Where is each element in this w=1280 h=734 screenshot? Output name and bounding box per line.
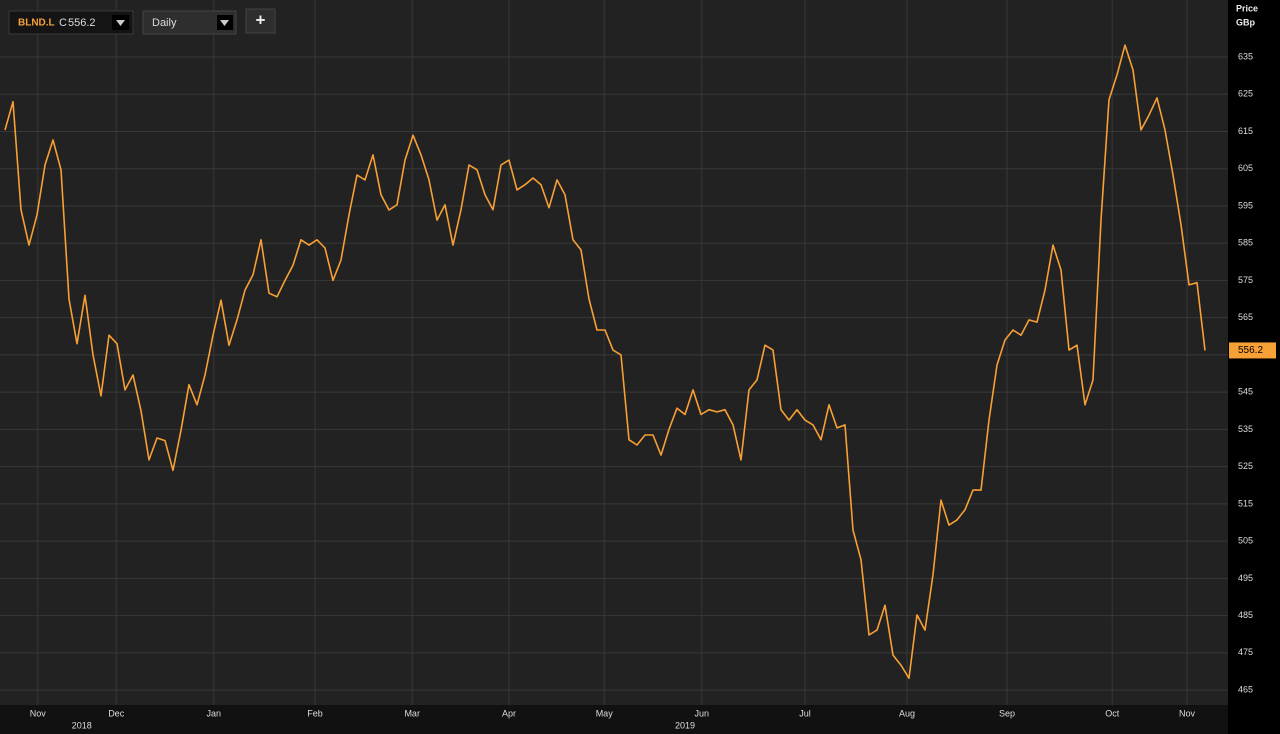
y-tick-label: 495 (1238, 573, 1253, 583)
x-tick-label: Dec (108, 708, 125, 718)
y-tick-label: 625 (1238, 89, 1253, 99)
x-tick-label: Nov (1179, 708, 1196, 718)
y-tick-label: 525 (1238, 461, 1253, 471)
y-tick-label: 595 (1238, 200, 1253, 210)
price-line (4, 44, 1206, 680)
add-button[interactable]: + (245, 8, 276, 34)
x-tick-label: Oct (1105, 708, 1120, 718)
interval: Daily (152, 17, 177, 29)
x-axis-strip (0, 705, 1228, 734)
year-label: 2019 (675, 720, 695, 730)
x-tick-label: Feb (307, 708, 323, 718)
plot-area (0, 0, 1228, 705)
y-axis-strip (1228, 0, 1280, 734)
y-tick-label: 535 (1238, 424, 1253, 434)
close-prefix: C (59, 17, 67, 29)
x-tick-label: Jan (207, 708, 222, 718)
y-tick-label: 615 (1238, 126, 1253, 136)
y-axis-unit: GBp (1236, 17, 1256, 27)
last-price-badge (1229, 342, 1276, 359)
y-tick-label: 485 (1238, 610, 1253, 620)
y-tick-label: 515 (1238, 498, 1253, 508)
y-tick-label: 475 (1238, 647, 1253, 657)
y-tick-label: 635 (1238, 51, 1253, 61)
add-icon: + (256, 10, 266, 29)
interval-dropdown[interactable]: Daily (142, 10, 237, 35)
x-tick-label: Jun (695, 708, 710, 718)
y-tick-label: 605 (1238, 163, 1253, 173)
x-tick-label: May (596, 708, 614, 718)
symbol-box[interactable]: BLND.L C 556.2 (8, 10, 134, 35)
x-tick-label: Mar (404, 708, 420, 718)
symbol: BLND.L (18, 18, 55, 29)
y-tick-label: 565 (1238, 312, 1253, 322)
x-tick-label: Nov (30, 708, 47, 718)
x-tick-label: Aug (899, 708, 915, 718)
y-tick-label: 545 (1238, 387, 1253, 397)
y-tick-label: 575 (1238, 275, 1253, 285)
y-tick-label: 505 (1238, 536, 1253, 546)
y-tick-label: 585 (1238, 238, 1253, 248)
x-tick-label: Sep (999, 708, 1015, 718)
close-price: 556.2 (68, 17, 96, 29)
x-tick-label: Jul (799, 708, 811, 718)
y-tick-label: 465 (1238, 684, 1253, 694)
x-tick-label: Apr (502, 708, 516, 718)
last-price-label: 556.2 (1238, 345, 1263, 356)
y-axis-title: Price (1236, 3, 1258, 13)
year-label: 2018 (72, 720, 92, 730)
